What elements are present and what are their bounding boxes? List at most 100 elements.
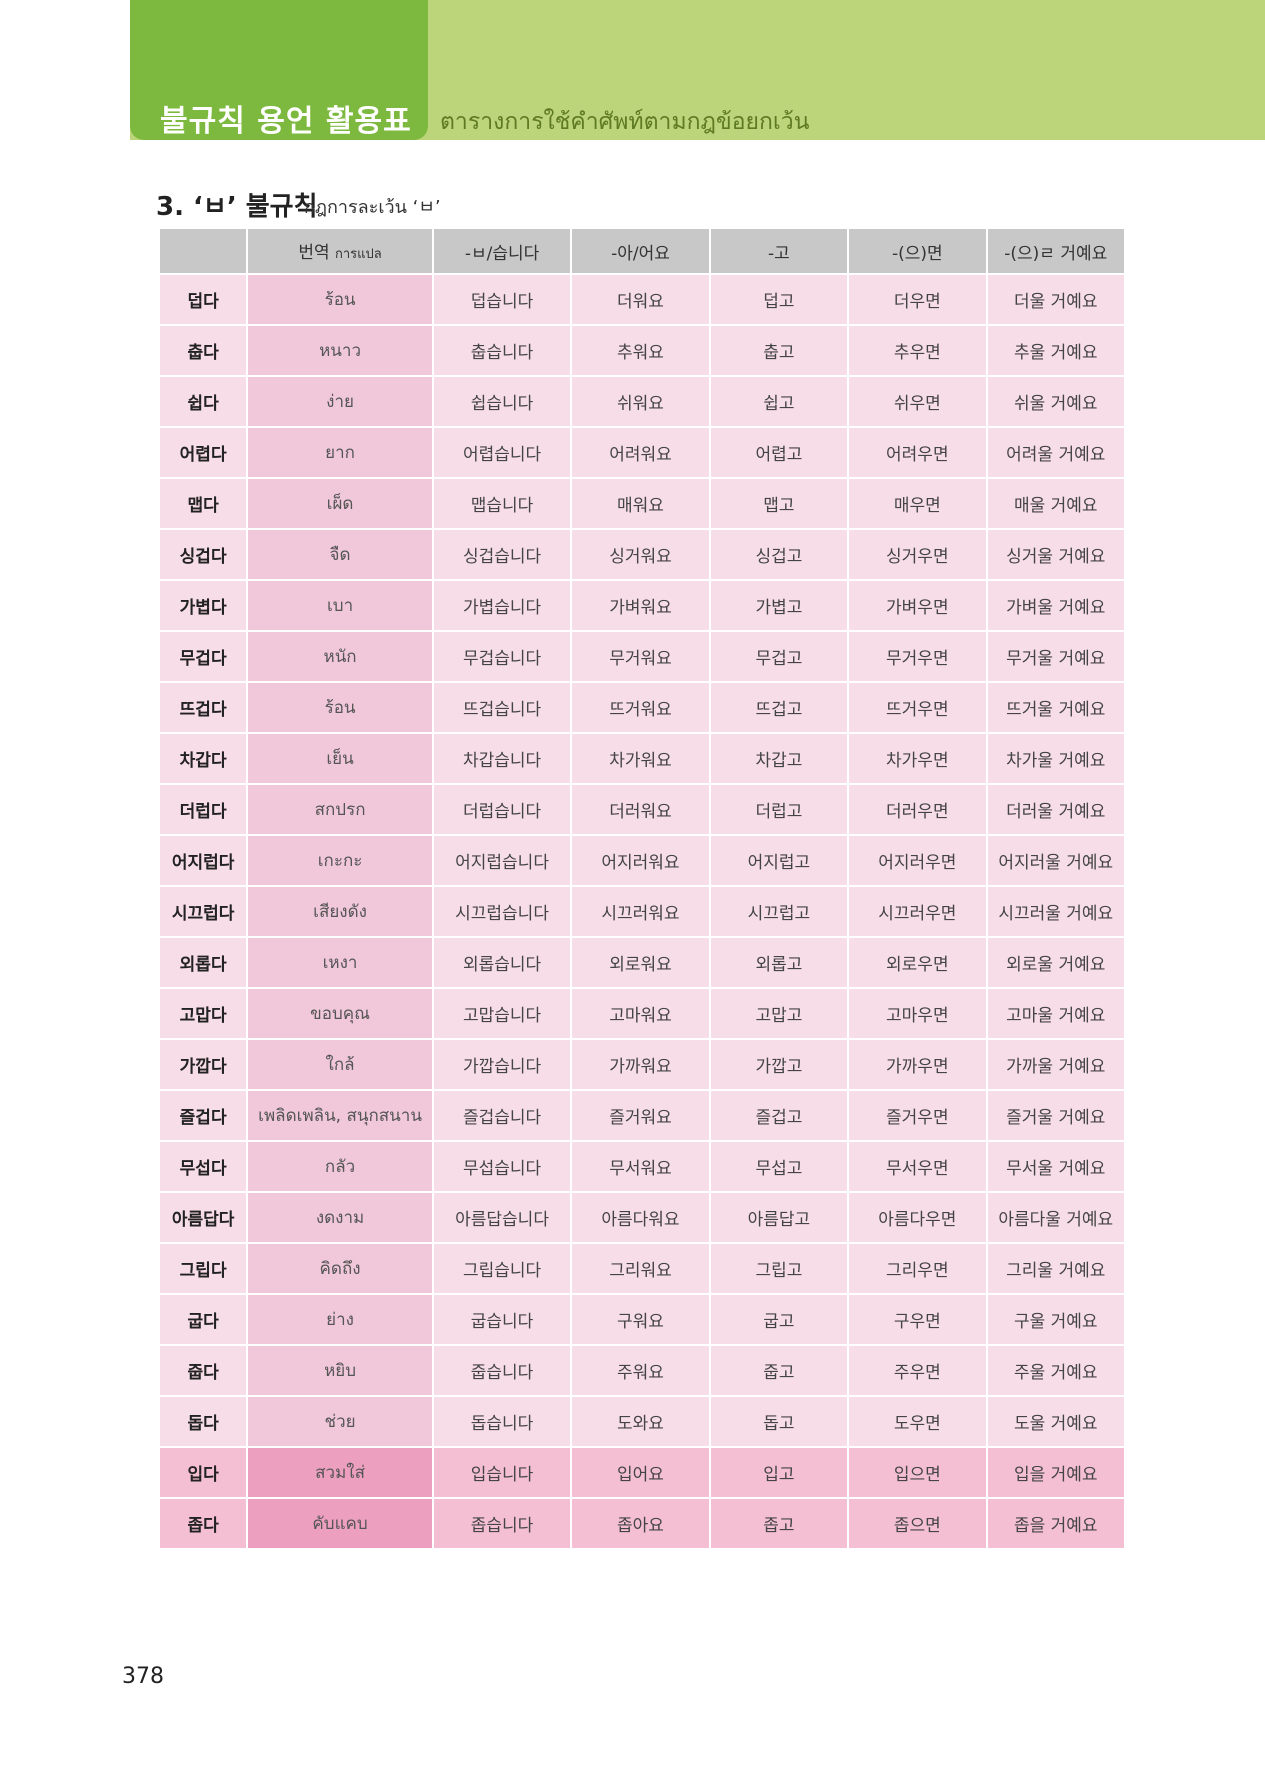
form-cell-3: 더럽고 <box>710 785 848 834</box>
form-cell-3: 줍고 <box>710 1346 848 1395</box>
form-cell-3: 외롭고 <box>710 938 848 987</box>
form-cell-4: 입으면 <box>849 1448 986 1497</box>
table-row: 더럽다 สกปรก 더럽습니다 더러워요 더럽고 더러우면 더러울 거예요 <box>160 785 1124 834</box>
form-cell-1: 가깝습니다 <box>433 1040 571 1089</box>
header-form-3: -고 <box>710 229 848 273</box>
translation-cell: หนาว <box>248 326 432 375</box>
header-title-tab <box>130 0 428 140</box>
form-cell-4: 고마우면 <box>849 989 986 1038</box>
form-cell-4: 도우면 <box>849 1397 986 1446</box>
table-row: 돕다 ช่วย 돕습니다 도와요 돕고 도우면 도울 거예요 <box>160 1397 1124 1446</box>
form-cell-3: 가깝고 <box>710 1040 848 1089</box>
form-cell-4: 더우면 <box>849 275 986 324</box>
table-row: 맵다 เผ็ด 맵습니다 매워요 맵고 매우면 매울 거예요 <box>160 479 1124 528</box>
translation-cell: จืด <box>248 530 432 579</box>
form-cell-4: 싱거우면 <box>849 530 986 579</box>
verb-cell: 돕다 <box>160 1397 247 1446</box>
table-row: 뜨겁다 ร้อน 뜨겁습니다 뜨거워요 뜨겁고 뜨거우면 뜨거울 거예요 <box>160 683 1124 732</box>
verb-cell: 줍다 <box>160 1346 247 1395</box>
form-cell-2: 어려워요 <box>572 428 709 477</box>
translation-cell: หยิบ <box>248 1346 432 1395</box>
form-cell-1: 어지럽습니다 <box>433 836 571 885</box>
form-cell-1: 무겁습니다 <box>433 632 571 681</box>
table-row: 쉽다 ง่าย 쉽습니다 쉬워요 쉽고 쉬우면 쉬울 거예요 <box>160 377 1124 426</box>
translation-cell: เพลิดเพลิน, สนุกสนาน <box>248 1091 432 1140</box>
conjugation-table: 번역 การแปล -ㅂ/습니다 -아/어요 -고 -(으)면 -(으)ㄹ 거예… <box>158 227 1126 1550</box>
form-cell-2: 쉬워요 <box>572 377 709 426</box>
form-cell-5: 도울 거예요 <box>987 1397 1124 1446</box>
header-translation-sub: การแปล <box>335 247 382 262</box>
table-row: 즐겁다 เพลิดเพลิน, สนุกสนาน 즐겁습니다 즐거워요 즐겁고 즐거우면 즐… <box>160 1091 1124 1140</box>
form-cell-4: 어지러우면 <box>849 836 986 885</box>
form-cell-1: 맵습니다 <box>433 479 571 528</box>
form-cell-5: 더울 거예요 <box>987 275 1124 324</box>
form-cell-3: 굽고 <box>710 1295 848 1344</box>
form-cell-4: 즐거우면 <box>849 1091 986 1140</box>
verb-cell: 쉽다 <box>160 377 247 426</box>
form-cell-4: 아름다우면 <box>849 1193 986 1242</box>
verb-cell: 가볍다 <box>160 581 247 630</box>
verb-cell: 가깝다 <box>160 1040 247 1089</box>
form-cell-3: 싱겁고 <box>710 530 848 579</box>
table-row: 무섭다 กลัว 무섭습니다 무서워요 무섭고 무서우면 무서울 거예요 <box>160 1142 1124 1191</box>
form-cell-1: 가볍습니다 <box>433 581 571 630</box>
verb-cell: 아름답다 <box>160 1193 247 1242</box>
form-cell-5: 무서울 거예요 <box>987 1142 1124 1191</box>
form-cell-3: 어지럽고 <box>710 836 848 885</box>
form-cell-5: 매울 거예요 <box>987 479 1124 528</box>
form-cell-5: 차가울 거예요 <box>987 734 1124 783</box>
form-cell-1: 차갑습니다 <box>433 734 571 783</box>
translation-cell: ใกล้ <box>248 1040 432 1089</box>
table-row: 고맙다 ขอบคุณ 고맙습니다 고마워요 고맙고 고마우면 고마울 거예요 <box>160 989 1124 1038</box>
form-cell-1: 돕습니다 <box>433 1397 571 1446</box>
form-cell-3: 무섭고 <box>710 1142 848 1191</box>
form-cell-4: 무서우면 <box>849 1142 986 1191</box>
form-cell-5: 쉬울 거예요 <box>987 377 1124 426</box>
form-cell-5: 추울 거예요 <box>987 326 1124 375</box>
form-cell-2: 어지러워요 <box>572 836 709 885</box>
form-cell-4: 가까우면 <box>849 1040 986 1089</box>
form-cell-1: 줍습니다 <box>433 1346 571 1395</box>
form-cell-2: 도와요 <box>572 1397 709 1446</box>
form-cell-1: 뜨겁습니다 <box>433 683 571 732</box>
form-cell-4: 좁으면 <box>849 1499 986 1548</box>
form-cell-4: 추우면 <box>849 326 986 375</box>
form-cell-3: 좁고 <box>710 1499 848 1548</box>
form-cell-5: 외로울 거예요 <box>987 938 1124 987</box>
table-row: 춥다 หนาว 춥습니다 추워요 춥고 추우면 추울 거예요 <box>160 326 1124 375</box>
form-cell-2: 더워요 <box>572 275 709 324</box>
translation-cell: คับแคบ <box>248 1499 432 1548</box>
form-cell-2: 주워요 <box>572 1346 709 1395</box>
form-cell-1: 그립습니다 <box>433 1244 571 1293</box>
table-row: 무겁다 หนัก 무겁습니다 무거워요 무겁고 무거우면 무거울 거예요 <box>160 632 1124 681</box>
form-cell-1: 춥습니다 <box>433 326 571 375</box>
translation-cell: เสียงดัง <box>248 887 432 936</box>
page-title: 불규칙 용언 활용표 <box>160 104 412 139</box>
header-translation-label: 번역 <box>298 243 330 263</box>
translation-cell: สวมใส่ <box>248 1448 432 1497</box>
form-cell-4: 매우면 <box>849 479 986 528</box>
verb-cell: 덥다 <box>160 275 247 324</box>
form-cell-1: 싱겁습니다 <box>433 530 571 579</box>
form-cell-3: 덥고 <box>710 275 848 324</box>
form-cell-3: 뜨겁고 <box>710 683 848 732</box>
header-corner <box>160 229 247 273</box>
table-row: 외롭다 เหงา 외롭습니다 외로워요 외롭고 외로우면 외로울 거예요 <box>160 938 1124 987</box>
form-cell-5: 고마울 거예요 <box>987 989 1124 1038</box>
verb-cell: 굽다 <box>160 1295 247 1344</box>
table-row: 아름답다 งดงาม 아름답습니다 아름다워요 아름답고 아름다우면 아름다울 거예요 <box>160 1193 1124 1242</box>
translation-cell: ง่าย <box>248 377 432 426</box>
verb-cell: 외롭다 <box>160 938 247 987</box>
table-row: 줍다 หยิบ 줍습니다 주워요 줍고 주우면 주울 거예요 <box>160 1346 1124 1395</box>
form-cell-2: 뜨거워요 <box>572 683 709 732</box>
verb-cell: 맵다 <box>160 479 247 528</box>
form-cell-5: 가벼울 거예요 <box>987 581 1124 630</box>
form-cell-2: 좁아요 <box>572 1499 709 1548</box>
form-cell-1: 고맙습니다 <box>433 989 571 1038</box>
form-cell-5: 입을 거예요 <box>987 1448 1124 1497</box>
form-cell-2: 고마워요 <box>572 989 709 1038</box>
form-cell-5: 더러울 거예요 <box>987 785 1124 834</box>
form-cell-2: 무거워요 <box>572 632 709 681</box>
form-cell-3: 어렵고 <box>710 428 848 477</box>
translation-cell: ร้อน <box>248 683 432 732</box>
